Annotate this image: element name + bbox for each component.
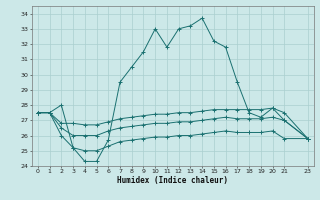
X-axis label: Humidex (Indice chaleur): Humidex (Indice chaleur) (117, 176, 228, 185)
